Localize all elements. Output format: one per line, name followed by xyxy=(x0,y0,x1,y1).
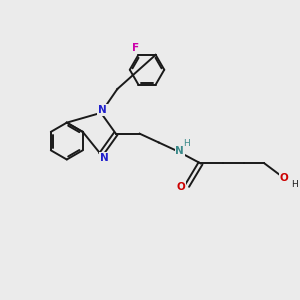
Text: N: N xyxy=(175,146,184,157)
Text: N: N xyxy=(100,153,108,163)
Text: O: O xyxy=(279,173,288,183)
Text: F: F xyxy=(132,43,139,53)
Text: N: N xyxy=(98,105,107,115)
Text: O: O xyxy=(177,182,186,192)
Text: H: H xyxy=(183,139,190,148)
Text: H: H xyxy=(291,180,298,189)
